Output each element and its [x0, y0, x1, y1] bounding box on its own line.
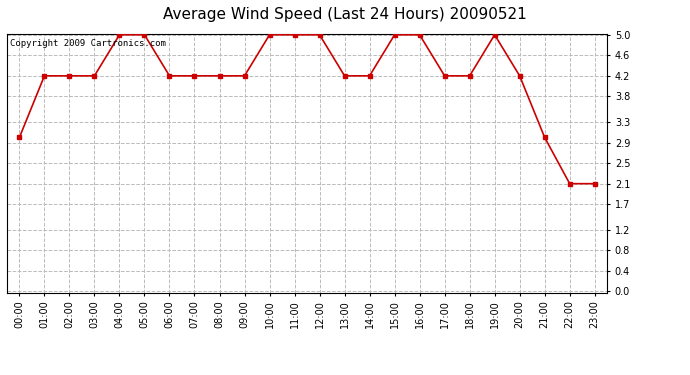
Text: Average Wind Speed (Last 24 Hours) 20090521: Average Wind Speed (Last 24 Hours) 20090…: [163, 8, 527, 22]
Text: Copyright 2009 Cartronics.com: Copyright 2009 Cartronics.com: [10, 39, 166, 48]
